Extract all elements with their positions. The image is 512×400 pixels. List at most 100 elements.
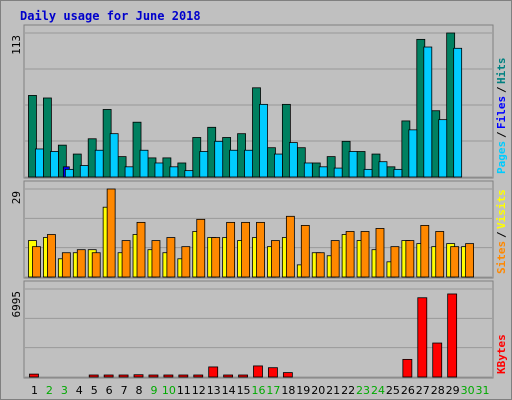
bar-hits-pages-day-14	[229, 149, 239, 178]
bar-hits-hits-day-18	[281, 103, 291, 178]
bar-hits-pages-day-12	[199, 151, 209, 178]
bar-kbytes-kbytes-day-16	[253, 365, 263, 378]
day-label-25: 25	[386, 384, 400, 397]
day-label-6: 6	[106, 384, 113, 397]
bar-hits-pages-day-13	[214, 140, 224, 178]
bar-kbytes-kbytes-day-6	[103, 374, 114, 378]
bar-kbytes-kbytes-day-12	[193, 374, 204, 378]
bar-hits-pages-day-4	[79, 165, 89, 178]
bar-kbytes-kbytes-day-8	[133, 374, 144, 378]
legend-label-kbytes: KBytes	[495, 334, 508, 374]
bar-visits-sites-day-4	[76, 249, 86, 278]
day-label-9: 9	[150, 384, 157, 397]
bar-kbytes-kbytes-day-28	[432, 342, 443, 378]
bar-kbytes-kbytes-day-14	[223, 374, 234, 378]
bar-visits-sites-day-20	[315, 252, 325, 278]
bar-hits-pages-day-25	[393, 168, 403, 178]
bar-kbytes-kbytes-day-1	[29, 373, 39, 378]
bar-hits-pages-day-21	[333, 167, 343, 178]
legend-label-visits: Visits	[495, 189, 508, 229]
day-label-26: 26	[401, 384, 415, 397]
bar-visits-sites-day-18	[285, 215, 295, 278]
day-label-13: 13	[207, 384, 221, 397]
bar-visits-sites-day-27	[420, 225, 430, 278]
bar-visits-sites-day-15	[241, 221, 250, 278]
day-label-3: 3	[61, 384, 68, 397]
bar-visits-sites-day-3	[61, 252, 71, 278]
bar-hits-pages-day-6	[109, 133, 119, 178]
bar-visits-sites-day-2	[47, 234, 56, 278]
bar-hits-pages-day-9	[154, 162, 164, 178]
bar-hits-pages-day-16	[259, 103, 268, 178]
bar-visits-sites-day-6	[106, 188, 116, 278]
axis-max-label-kbytes: 6995	[10, 291, 23, 318]
bar-hits-pages-day-22	[348, 151, 358, 178]
bar-kbytes-kbytes-day-29	[447, 293, 458, 378]
bar-hits-hits-day-2	[43, 97, 52, 178]
day-label-14: 14	[222, 384, 236, 397]
bar-hits-pages-day-17	[274, 153, 283, 178]
bar-visits-sites-day-9	[151, 240, 161, 278]
day-label-27: 27	[416, 384, 430, 397]
day-label-18: 18	[281, 384, 295, 397]
panel-frame-hits	[23, 24, 494, 179]
axis-max-label-hits: 113	[10, 35, 23, 55]
bar-kbytes-kbytes-day-9	[148, 374, 159, 378]
bar-visits-sites-day-7	[121, 240, 131, 278]
chart-title: Daily usage for June 2018	[20, 9, 201, 23]
bar-visits-sites-day-10	[166, 237, 176, 278]
bar-visits-sites-day-1	[32, 246, 41, 278]
bar-visits-sites-day-22	[345, 231, 355, 278]
bar-hits-pages-day-19	[303, 162, 313, 178]
bar-hits-hits-day-1	[28, 95, 37, 178]
bar-kbytes-kbytes-day-18	[282, 372, 293, 378]
day-label-7: 7	[121, 384, 128, 397]
bar-hits-pages-day-20	[318, 166, 328, 178]
day-label-30: 30	[461, 384, 475, 397]
panel-frame-visits	[23, 180, 494, 279]
bar-visits-sites-day-25	[390, 246, 400, 278]
bar-kbytes-kbytes-day-7	[118, 374, 129, 378]
legend-label-sites: Sites	[495, 241, 508, 274]
day-label-28: 28	[431, 384, 445, 397]
bar-hits-pages-day-24	[378, 161, 388, 178]
day-label-21: 21	[326, 384, 340, 397]
bar-kbytes-kbytes-day-17	[268, 367, 278, 378]
bar-hits-pages-day-23	[363, 168, 373, 178]
bar-kbytes-kbytes-day-11	[178, 374, 189, 378]
legend-separator: /	[495, 231, 508, 238]
day-label-23: 23	[356, 384, 370, 397]
bar-hits-pages-day-10	[169, 166, 179, 178]
bar-kbytes-kbytes-day-5	[88, 374, 99, 378]
day-label-31: 31	[476, 384, 490, 397]
day-label-24: 24	[371, 384, 385, 397]
legend-label-hits: Hits	[495, 58, 508, 85]
bar-visits-sites-day-14	[226, 221, 236, 278]
day-label-10: 10	[162, 384, 176, 397]
bar-hits-pages-day-29	[453, 47, 463, 178]
legend-separator: /	[495, 131, 508, 138]
day-label-8: 8	[136, 384, 143, 397]
day-label-16: 16	[252, 384, 266, 397]
bar-visits-sites-day-23	[360, 231, 370, 278]
bar-hits-pages-day-8	[139, 149, 149, 178]
bar-hits-pages-day-2	[50, 151, 59, 178]
day-label-12: 12	[192, 384, 206, 397]
bar-visits-sites-day-5	[91, 252, 101, 278]
bar-visits-sites-day-16	[256, 221, 265, 278]
day-label-17: 17	[266, 384, 280, 397]
bar-hits-pages-day-28	[438, 119, 448, 178]
bar-visits-sites-day-28	[435, 231, 445, 278]
bar-hits-hits-day-8	[132, 121, 142, 178]
bar-visits-sites-day-12	[196, 218, 206, 278]
day-label-22: 22	[341, 384, 355, 397]
bar-hits-pages-day-11	[184, 170, 194, 178]
bar-kbytes-kbytes-day-26	[402, 358, 413, 378]
legend-label-files: Files	[495, 96, 508, 129]
bar-hits-pages-day-5	[94, 149, 104, 178]
day-label-29: 29	[446, 384, 460, 397]
day-label-11: 11	[177, 384, 191, 397]
legend-label-pages: Pages	[495, 141, 508, 174]
